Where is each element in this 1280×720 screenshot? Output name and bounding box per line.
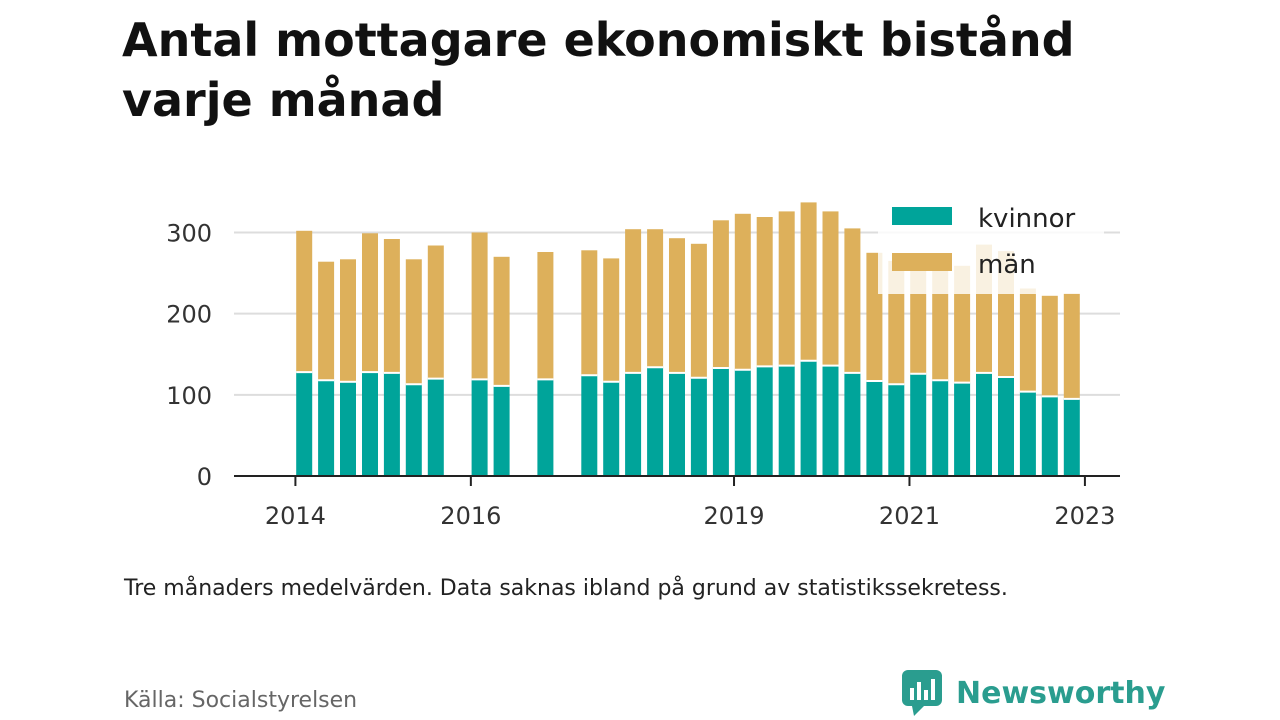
bar-man bbox=[712, 220, 729, 368]
bar-man bbox=[493, 256, 510, 386]
x-tick-marks-and-labels: 2014 2016 2019 2021 2023 bbox=[265, 476, 1115, 530]
bar-kvinnor bbox=[405, 384, 422, 476]
bar-kvinnor bbox=[954, 382, 971, 476]
legend-swatch-kvinnor bbox=[892, 207, 952, 225]
bar-man bbox=[1019, 288, 1036, 392]
bar-kvinnor bbox=[581, 375, 598, 476]
bar-chart: 0 100 200 300 2014 2016 2019 2021 2023 kvinnor … bbox=[166, 190, 1120, 530]
y-tick-label: 100 bbox=[166, 382, 212, 410]
bar-man bbox=[537, 252, 554, 380]
bar-kvinnor bbox=[800, 360, 817, 476]
bar-kvinnor bbox=[932, 380, 949, 476]
y-tick-label: 0 bbox=[197, 463, 212, 491]
x-tick-label: 2016 bbox=[440, 502, 501, 530]
bar-kvinnor bbox=[888, 384, 905, 476]
source-text: Källa: Socialstyrelsen bbox=[124, 688, 358, 713]
bar-man bbox=[603, 258, 620, 382]
bar-man bbox=[690, 243, 707, 378]
legend-swatch-man bbox=[892, 253, 952, 271]
bar-man bbox=[318, 261, 335, 381]
newsworthy-logo-icon bbox=[902, 670, 942, 716]
bar-man bbox=[669, 238, 685, 373]
x-tick-label: 2021 bbox=[879, 502, 940, 530]
bar-kvinnor bbox=[362, 372, 378, 476]
newsworthy-logo: Newsworthy bbox=[902, 670, 1165, 716]
bar-man bbox=[822, 211, 839, 366]
bar-man bbox=[625, 229, 642, 373]
bar-kvinnor bbox=[1019, 391, 1036, 476]
bar-man bbox=[734, 213, 751, 370]
bar-kvinnor bbox=[734, 369, 751, 476]
bar-man bbox=[1041, 295, 1058, 397]
bar-man bbox=[383, 239, 400, 373]
bar-kvinnor bbox=[1041, 396, 1058, 476]
legend-label-kvinnor: kvinnor bbox=[978, 204, 1076, 234]
bar-kvinnor bbox=[1063, 398, 1080, 476]
y-tick-label: 300 bbox=[166, 219, 212, 247]
bar-kvinnor bbox=[910, 373, 927, 476]
bar-man bbox=[800, 202, 817, 361]
bar-man bbox=[405, 259, 422, 385]
bar-kvinnor bbox=[756, 366, 773, 476]
legend-label-man: män bbox=[978, 250, 1036, 280]
chart-title: Antal mottagare ekonomiskt bistånd varje… bbox=[122, 13, 1075, 127]
bar-man bbox=[296, 230, 313, 372]
bar-kvinnor bbox=[712, 368, 729, 476]
bar-kvinnor bbox=[778, 365, 795, 476]
bar-man bbox=[471, 232, 488, 380]
chart-note: Tre månaders medelvärden. Data saknas ib… bbox=[124, 576, 1008, 601]
brand-name: Newsworthy bbox=[956, 675, 1166, 711]
bar-man bbox=[647, 229, 664, 368]
bar-kvinnor bbox=[844, 372, 861, 476]
bar-man bbox=[340, 259, 356, 382]
y-tick-labels: 0 100 200 300 bbox=[166, 219, 212, 491]
bar-kvinnor bbox=[669, 372, 685, 476]
bar-man bbox=[581, 250, 598, 376]
bar-kvinnor bbox=[603, 381, 620, 476]
legend: kvinnor män bbox=[878, 190, 1104, 294]
bar-kvinnor bbox=[340, 381, 356, 476]
y-tick-label: 200 bbox=[166, 301, 212, 329]
x-tick-label: 2023 bbox=[1054, 502, 1115, 530]
bar-kvinnor bbox=[647, 367, 664, 476]
bar-kvinnor bbox=[690, 377, 707, 476]
bar-man bbox=[362, 233, 378, 373]
bar-kvinnor bbox=[998, 377, 1014, 476]
bar-kvinnor bbox=[383, 372, 400, 476]
bar-man bbox=[756, 217, 773, 367]
bar-kvinnor bbox=[625, 372, 642, 476]
bar-kvinnor bbox=[822, 365, 839, 476]
bar-kvinnor bbox=[427, 378, 444, 476]
bar-man bbox=[844, 228, 861, 373]
bar-kvinnor bbox=[493, 385, 510, 476]
bar-man bbox=[427, 245, 444, 379]
bar-kvinnor bbox=[296, 372, 313, 476]
bar-kvinnor bbox=[471, 379, 488, 476]
bar-kvinnor bbox=[537, 379, 554, 476]
x-tick-label: 2019 bbox=[703, 502, 764, 530]
bar-kvinnor bbox=[866, 381, 883, 476]
x-tick-label: 2014 bbox=[265, 502, 326, 530]
bar-man bbox=[954, 265, 971, 383]
bar-kvinnor bbox=[318, 380, 335, 476]
bar-man bbox=[1063, 293, 1080, 399]
bar-man bbox=[778, 211, 795, 366]
bar-kvinnor bbox=[976, 372, 992, 476]
